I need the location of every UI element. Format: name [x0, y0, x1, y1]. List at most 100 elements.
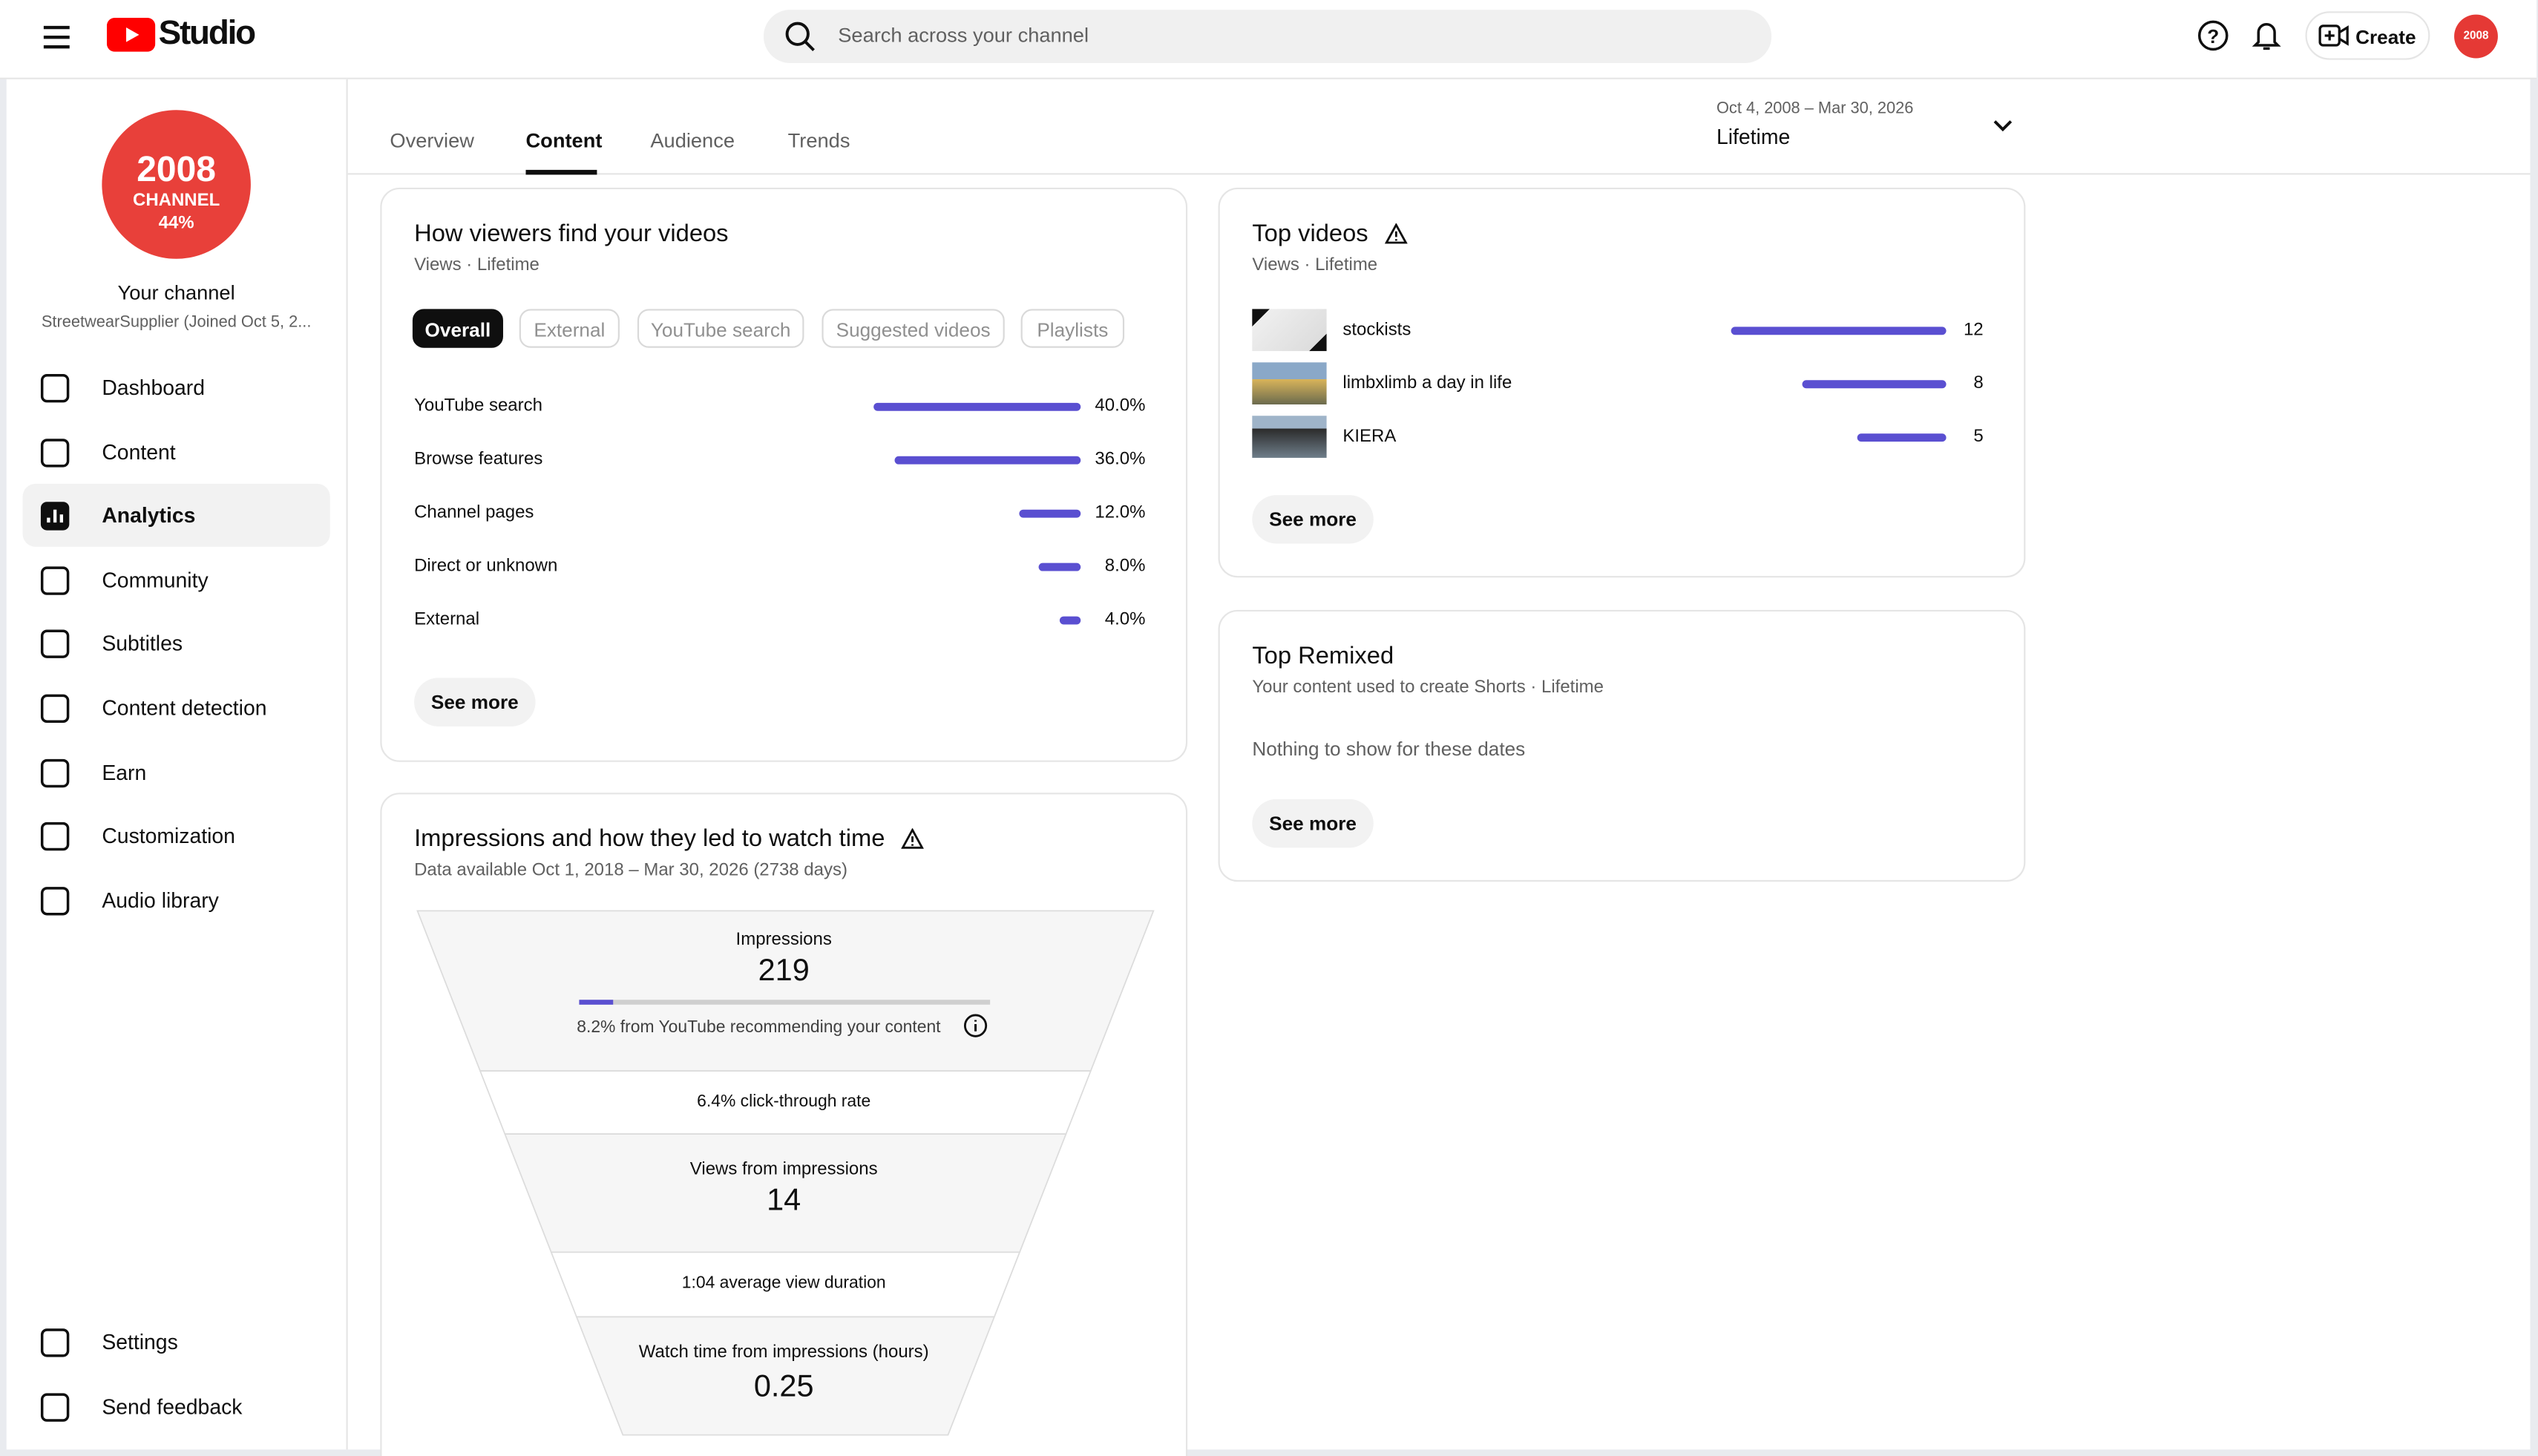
source-bar [1039, 563, 1081, 571]
video-title[interactable]: KIERA [1342, 427, 1397, 447]
logo-text[interactable]: Studio [158, 14, 257, 52]
nav-icon [40, 438, 70, 467]
date-dropdown[interactable] [1992, 118, 2015, 134]
card-subtitle: Views · Lifetime [1252, 255, 1378, 275]
channel-title: Your channel [117, 281, 235, 304]
filter-chip[interactable]: Playlists [1020, 309, 1125, 348]
source-label: Browse features [414, 450, 543, 470]
nav-item[interactable]: Subtitles [23, 612, 330, 675]
see-more-button[interactable]: See more [1252, 495, 1374, 544]
nav-label: Earn [102, 759, 147, 784]
tab-divider [347, 173, 2531, 175]
warning-icon [1385, 223, 1408, 244]
nav-item[interactable]: Dashboard [23, 356, 330, 419]
nav-item[interactable]: Analytics [22, 484, 330, 548]
video-thumbnail[interactable] [1252, 309, 1327, 352]
source-bar [1018, 509, 1081, 518]
nav-label: Content [102, 439, 176, 464]
nav-label: Audio library [102, 888, 219, 913]
video-title[interactable]: limbxlimb a day in life [1342, 373, 1512, 393]
icon-shape [40, 1393, 70, 1422]
icon-shape [40, 758, 70, 787]
nav-icon [40, 1393, 70, 1422]
funnel-rate: 1:04 average view duration [681, 1273, 886, 1293]
source-bar [894, 456, 1081, 465]
nav-item[interactable]: Community [23, 548, 330, 611]
source-value: 4.0% [1104, 609, 1146, 630]
create-icon [2318, 24, 2349, 47]
tab[interactable]: Content [525, 129, 603, 152]
nav-item[interactable]: Content [23, 420, 330, 483]
nav-item[interactable]: Earn [23, 741, 330, 804]
warning-icon [901, 828, 924, 849]
nav-item[interactable]: Settings [23, 1311, 330, 1374]
source-bar [1060, 616, 1081, 625]
views-value: 5 [1973, 427, 1984, 447]
card-title: Top Remixed [1252, 642, 1394, 670]
filter-chip[interactable]: YouTube search [637, 309, 804, 348]
info-icon[interactable] [963, 1013, 988, 1039]
source-bar [873, 402, 1081, 411]
account-avatar[interactable]: 2008 [2454, 14, 2498, 59]
source-value: 40.0% [1095, 396, 1146, 416]
see-more-button[interactable]: See more [414, 678, 536, 727]
avatar-text: CHANNEL [132, 191, 220, 211]
views-value: 8 [1973, 373, 1984, 393]
top-videos-card: Top videos Views · Lifetime See more sto… [1218, 187, 2026, 578]
nav-label: Community [102, 567, 209, 592]
card-subtitle: Your content used to create Shorts · Lif… [1252, 678, 1604, 698]
recommend-track [579, 1000, 991, 1005]
source-value: 8.0% [1104, 556, 1146, 577]
filter-chip[interactable]: Overall [412, 309, 503, 348]
filter-chip[interactable]: Suggested videos [822, 309, 1005, 348]
help-button[interactable]: ? [2197, 19, 2229, 52]
recommend-bar [579, 1000, 613, 1005]
search-icon [785, 22, 815, 51]
nav-icon [40, 1328, 70, 1357]
search-box[interactable]: Search across your channel [763, 10, 1772, 64]
source-label: Direct or unknown [414, 556, 558, 577]
funnel-band [575, 1316, 996, 1436]
filter-chip[interactable]: External [519, 309, 620, 348]
recommend-label: 8.2% from YouTube recommending your cont… [577, 1017, 941, 1037]
nav-item[interactable]: Content detection [23, 676, 330, 739]
content-frame: 2008 CHANNEL 44% Your channel StreetwearSu… [6, 79, 2531, 1456]
video-thumbnail[interactable] [1252, 362, 1327, 404]
video-title[interactable]: stockists [1342, 320, 1411, 340]
nav-icon [40, 886, 70, 916]
icon-shape [40, 630, 70, 659]
views-bar [1803, 380, 1947, 389]
views-value: 12 [1963, 320, 1984, 340]
funnel-value: 14 [767, 1184, 801, 1219]
card-subtitle: Views · Lifetime [414, 255, 540, 275]
tab[interactable]: Trends [787, 129, 850, 152]
logo-icon [106, 17, 156, 52]
nav-label: Content detection [102, 695, 267, 721]
search-placeholder: Search across your channel [838, 24, 1089, 47]
nav-label: Subtitles [102, 632, 183, 656]
nav-label: Dashboard [102, 375, 206, 400]
menu-button[interactable] [42, 23, 71, 52]
icon-shape [40, 438, 70, 467]
funnel-label: Watch time from impressions (hours) [638, 1342, 929, 1362]
source-label: YouTube search [414, 396, 542, 416]
top-bar: Studio Search across your channel ? Crea… [0, 0, 2537, 79]
nav-item[interactable]: Send feedback [23, 1375, 330, 1438]
impressions-card: Impressions and how they led to watch ti… [380, 793, 1188, 1456]
tab[interactable]: Overview [390, 129, 474, 152]
nav-icon [40, 565, 70, 595]
tab[interactable]: Audience [650, 129, 735, 152]
channel-avatar[interactable]: 2008 CHANNEL 44% [102, 110, 251, 259]
nav-label: Customization [102, 824, 235, 848]
see-more-button[interactable]: See more [1252, 798, 1374, 848]
card-title: How viewers find your videos [414, 220, 729, 248]
nav-item[interactable]: Customization [23, 804, 330, 868]
video-thumbnail[interactable] [1252, 416, 1327, 458]
nav-icon [40, 630, 70, 659]
card-title: Top videos [1252, 220, 1368, 248]
create-button[interactable]: Create [2305, 11, 2430, 60]
nav-item[interactable]: Audio library [23, 868, 330, 931]
nav-label: Analytics [102, 503, 196, 528]
notifications-button[interactable] [2252, 19, 2281, 52]
